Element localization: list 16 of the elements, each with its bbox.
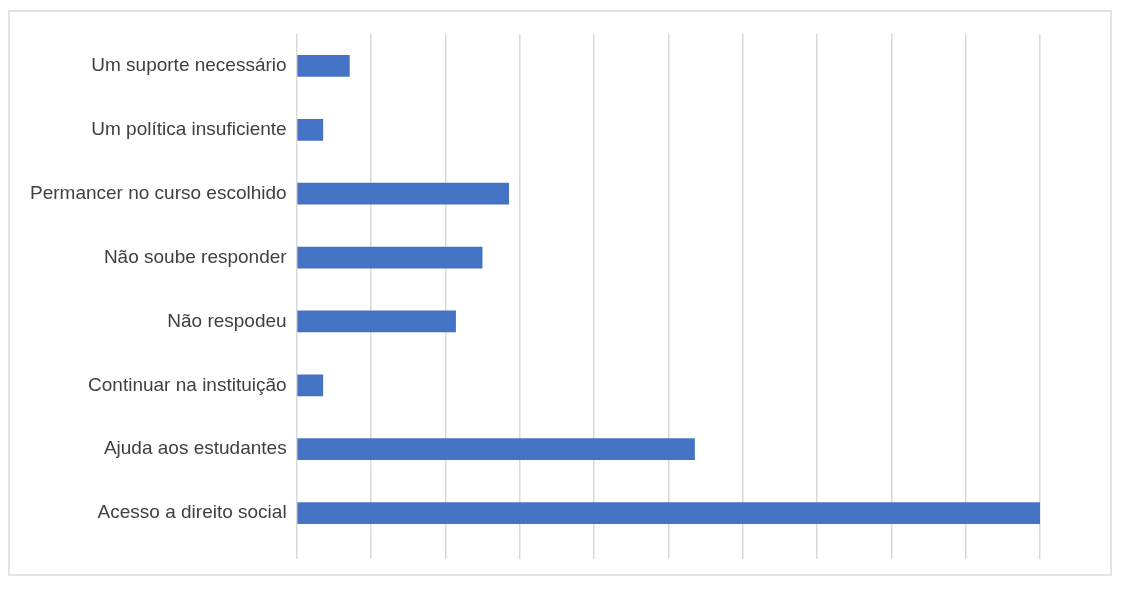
y-tick-label: Não soube responder [103,245,288,267]
bar [297,246,483,269]
y-tick-label: Ajuda aos estudantes [103,437,287,459]
y-tick-label: Um política insuficiente [91,118,287,140]
y-tick-label: Permancer no curso escolhido [29,181,287,203]
y-tick-label: Um suporte necessário [91,54,287,76]
bar [297,374,324,397]
bar [297,502,1040,524]
bar [297,182,510,205]
bar [297,55,350,77]
y-tick-label: Continuar na instituição [88,373,287,395]
y-tick-label: Acesso a direito social [97,501,287,523]
y-tick-label: Não respodeu [167,309,287,331]
bar [297,310,456,333]
bar [297,438,695,461]
bar [297,118,324,141]
